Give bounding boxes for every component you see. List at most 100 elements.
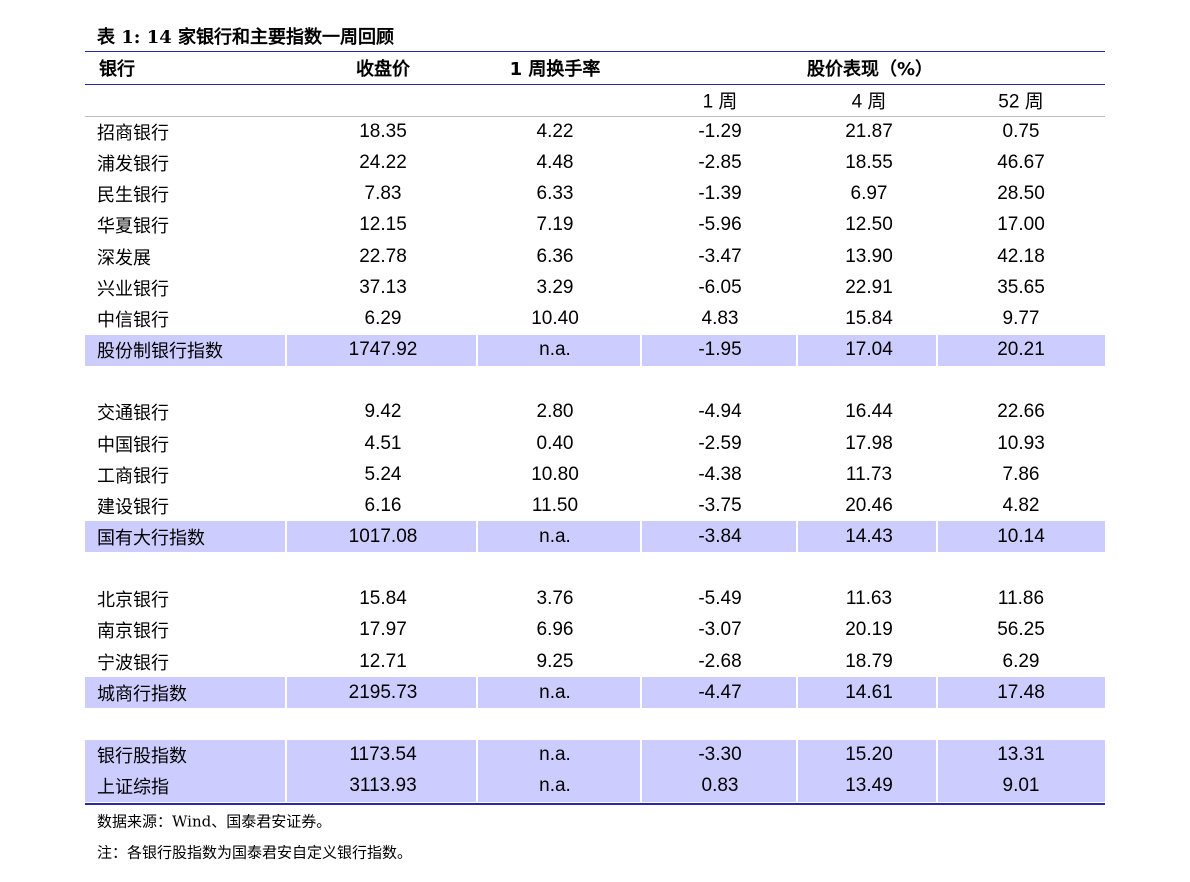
- cell: -4.94: [698, 401, 742, 423]
- cell: 9.25: [536, 650, 574, 672]
- highlight-cell: [287, 521, 476, 553]
- cell: 3.29: [536, 276, 574, 298]
- header-cell: 1 周换手率: [509, 59, 601, 80]
- cell: 17.00: [997, 214, 1045, 236]
- cell: 4.83: [701, 307, 739, 329]
- highlight-cell: [938, 770, 1105, 802]
- highlight-cell: [478, 334, 640, 366]
- row-label: 工商银行: [97, 465, 169, 487]
- cell: 18.79: [845, 650, 893, 672]
- cell: -1.95: [698, 339, 742, 361]
- cell: 5.24: [364, 463, 402, 485]
- cell: 17.97: [359, 619, 407, 641]
- row-label: 宁波银行: [97, 652, 169, 674]
- highlight-cell: [642, 739, 796, 771]
- cell: 22.66: [997, 401, 1045, 423]
- cell: 10.40: [531, 307, 579, 329]
- cell: 6.29: [1002, 650, 1040, 672]
- cell: 14.43: [845, 525, 893, 547]
- row-label: 上证综指: [97, 777, 169, 799]
- cell: 42.18: [997, 245, 1045, 267]
- highlight-cell: [642, 334, 796, 366]
- highlight-cell: [478, 677, 640, 709]
- cell: 12.71: [359, 650, 407, 672]
- row-label: 北京银行: [97, 590, 169, 612]
- cell: -3.07: [698, 619, 742, 641]
- highlight-cell: [478, 739, 640, 771]
- cell: 15.84: [845, 307, 893, 329]
- rule: [85, 803, 1105, 805]
- highlight-cell: [642, 677, 796, 709]
- cell: -2.68: [698, 650, 742, 672]
- cell: 9.77: [1002, 307, 1040, 329]
- cell: 0.83: [701, 775, 739, 797]
- cell: 4.51: [364, 432, 402, 454]
- cell: -3.84: [698, 525, 742, 547]
- row-label: 南京银行: [97, 621, 169, 643]
- cell: 10.80: [531, 463, 579, 485]
- cell: n.a.: [539, 681, 571, 703]
- cell: 6.33: [536, 183, 574, 205]
- note: 数据来源：Wind、国泰君安证券。: [97, 812, 332, 831]
- cell: 7.86: [1002, 463, 1040, 485]
- cell: 6.36: [536, 245, 574, 267]
- cell: 4.22: [536, 121, 574, 142]
- cell: 6.16: [364, 494, 402, 516]
- cell: -2.85: [698, 152, 742, 174]
- highlight-cell: [85, 521, 285, 553]
- cell: n.a.: [539, 744, 571, 765]
- highlight-cell: [798, 739, 936, 771]
- row-label: 股份制银行指数: [97, 341, 223, 363]
- cell: 46.67: [997, 152, 1045, 174]
- cell: 37.13: [359, 276, 407, 298]
- cell: 2.80: [536, 401, 574, 423]
- cell: -5.96: [698, 214, 742, 236]
- cell: 11.63: [845, 588, 893, 610]
- row-label: 华夏银行: [97, 216, 169, 238]
- cell: -1.39: [698, 183, 742, 205]
- cell: 3113.93: [349, 775, 417, 797]
- cell: -4.47: [698, 681, 742, 703]
- cell: 13.49: [845, 775, 893, 797]
- row-label: 民生银行: [97, 185, 169, 207]
- cell: 20.19: [845, 619, 893, 641]
- highlight-cell: [798, 334, 936, 366]
- row-label: 中信银行: [97, 309, 169, 331]
- cell: -3.30: [698, 744, 742, 765]
- cell: -3.75: [698, 494, 742, 516]
- cell: n.a.: [539, 339, 571, 361]
- cell: 17.98: [845, 432, 893, 454]
- cell: -2.59: [698, 432, 742, 454]
- note: 注：各银行股指数为国泰君安自定义银行指数。: [97, 843, 413, 862]
- cell: 1747.92: [348, 339, 418, 361]
- rule: [85, 51, 1105, 52]
- cell: 1017.08: [348, 525, 418, 547]
- cell: n.a.: [539, 525, 571, 547]
- cell: 9.01: [1002, 775, 1040, 797]
- highlight-cell: [798, 521, 936, 553]
- cell: 6.97: [850, 183, 888, 205]
- cell: 13.31: [997, 744, 1045, 765]
- cell: 3.76: [536, 588, 574, 610]
- cell: 2195.73: [348, 681, 418, 703]
- row-label: 深发展: [97, 247, 151, 269]
- cell: 9.42: [364, 401, 402, 423]
- cell: -4.38: [698, 463, 742, 485]
- highlight-cell: [478, 770, 640, 802]
- cell: 4.48: [536, 152, 574, 174]
- cell: 28.50: [997, 183, 1045, 205]
- highlight-cell: [642, 770, 796, 802]
- cell: 16.44: [845, 401, 893, 423]
- cell: 13.90: [845, 245, 893, 267]
- header-cell: 股价表现（%）: [806, 59, 934, 80]
- cell: 11.86: [997, 588, 1045, 610]
- rule: [85, 116, 1105, 117]
- highlight-cell: [938, 677, 1105, 709]
- cell: 12.15: [359, 214, 407, 236]
- highlight-cell: [85, 677, 285, 709]
- row-label: 兴业银行: [97, 278, 169, 300]
- cell: -6.05: [698, 276, 742, 298]
- row-label: 银行股指数: [97, 746, 187, 767]
- row-label: 浦发银行: [97, 154, 169, 176]
